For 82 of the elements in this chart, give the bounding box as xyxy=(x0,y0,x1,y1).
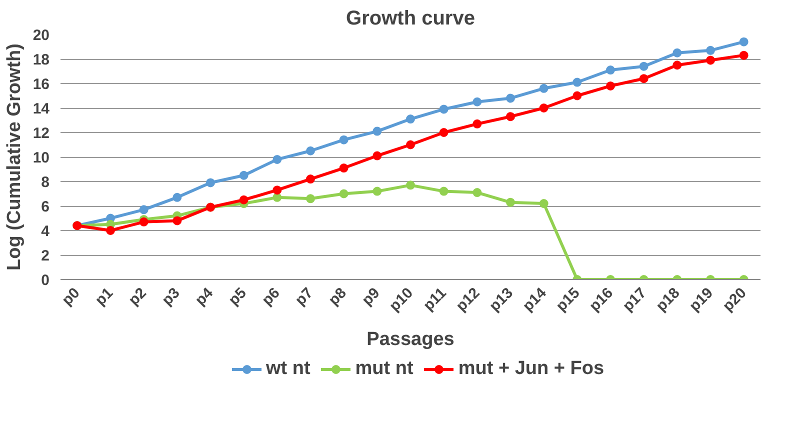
point xyxy=(472,119,482,128)
point xyxy=(106,226,115,235)
x-tick-label: p10 xyxy=(386,284,417,315)
y-tick-label: 4 xyxy=(41,223,50,240)
point xyxy=(506,94,515,103)
legend-label: wt nt xyxy=(266,358,310,380)
point xyxy=(706,56,715,65)
point xyxy=(172,192,182,202)
y-tick-label: 20 xyxy=(32,27,50,44)
y-tick-label: 2 xyxy=(41,248,50,264)
point xyxy=(139,205,148,214)
x-tick-label: p20 xyxy=(720,284,750,315)
y-tick-label: 0 xyxy=(41,272,50,289)
x-tick-label: p8 xyxy=(325,284,350,309)
point xyxy=(272,154,282,164)
point xyxy=(406,180,415,190)
x-tick-label: p3 xyxy=(158,284,184,309)
point xyxy=(272,186,282,195)
point xyxy=(372,126,382,136)
y-tick-label: 10 xyxy=(32,150,50,166)
y-tick-label: 18 xyxy=(32,52,50,68)
point xyxy=(439,128,448,137)
x-tick-label: p16 xyxy=(586,284,617,315)
point xyxy=(572,91,582,100)
point xyxy=(339,135,348,144)
point xyxy=(339,164,348,173)
point xyxy=(639,74,648,84)
legend-label: mut nt xyxy=(355,358,414,380)
point xyxy=(372,186,382,196)
point xyxy=(439,104,448,114)
point xyxy=(172,216,182,226)
point xyxy=(506,112,515,122)
point xyxy=(739,37,748,46)
y-tick-label: 16 xyxy=(32,76,50,93)
point xyxy=(506,198,515,207)
x-tick-label: p19 xyxy=(686,284,717,315)
point xyxy=(739,50,748,60)
chart-title: Growth curve xyxy=(346,8,475,30)
point xyxy=(306,194,315,204)
point xyxy=(639,62,648,71)
point xyxy=(672,60,682,70)
point xyxy=(672,48,682,58)
y-axis-title: Log (Cumulative Growth) xyxy=(4,44,25,270)
point xyxy=(472,97,482,106)
point xyxy=(706,46,715,55)
point xyxy=(472,188,482,198)
x-tick-label: p12 xyxy=(452,284,484,315)
x-tick-label: p1 xyxy=(92,284,117,309)
x-axis-title: Passages xyxy=(366,328,454,350)
point xyxy=(439,186,448,196)
point xyxy=(306,146,315,156)
point xyxy=(239,170,248,180)
y-tick-label: 6 xyxy=(41,198,50,216)
point xyxy=(606,81,615,90)
point xyxy=(406,114,415,124)
point xyxy=(239,195,248,204)
point xyxy=(306,174,315,184)
point xyxy=(539,104,548,112)
point xyxy=(539,84,548,93)
point xyxy=(372,151,382,160)
x-tick-label: p11 xyxy=(420,284,450,314)
x-tick-label: p13 xyxy=(486,284,517,315)
x-tick-label: p9 xyxy=(358,284,384,309)
y-tick-label: 14 xyxy=(32,100,50,118)
x-tick-label: p18 xyxy=(652,284,684,315)
point xyxy=(406,140,415,150)
point xyxy=(206,178,215,188)
point xyxy=(539,199,548,208)
point xyxy=(606,66,615,75)
x-tick-label: p0 xyxy=(58,284,84,309)
x-tick-label: p6 xyxy=(258,284,284,309)
x-tick-label: p7 xyxy=(292,284,317,309)
point xyxy=(272,192,282,202)
x-tick-label: p2 xyxy=(125,284,150,309)
legend-label: mut + Jun + Fos xyxy=(458,358,604,380)
point xyxy=(572,78,582,87)
y-tick-label: 12 xyxy=(32,125,50,142)
point xyxy=(139,217,148,226)
x-tick-label: p5 xyxy=(225,284,250,309)
x-tick-label: p4 xyxy=(192,284,217,309)
point xyxy=(339,189,348,198)
y-tick-label: 8 xyxy=(41,174,50,191)
